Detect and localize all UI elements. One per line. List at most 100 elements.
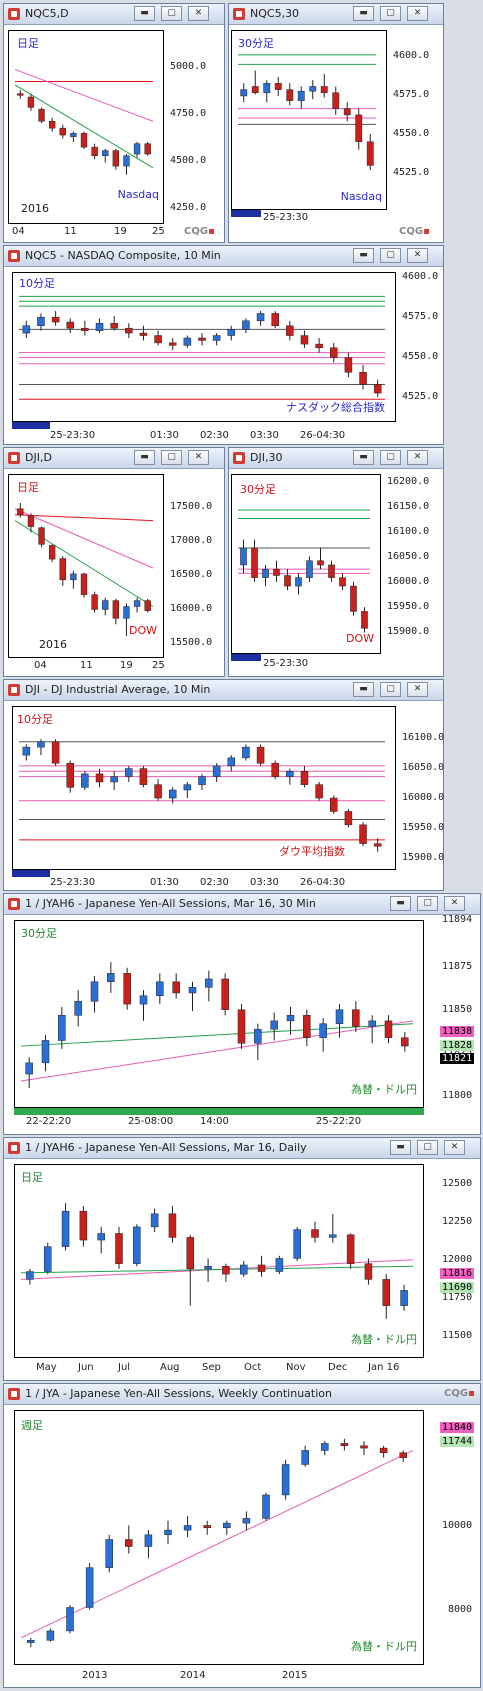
maximize-button[interactable]: ▢ — [417, 1140, 438, 1155]
y-tick: 16150.0 — [387, 501, 430, 512]
plot-area[interactable]: 30分足 Nasdaq — [231, 30, 387, 210]
plot-area[interactable]: 日足 DOW 2016 — [8, 474, 164, 658]
cqg-icon[interactable] — [8, 898, 20, 910]
candle-body — [240, 89, 248, 97]
x-tick: 2014 — [180, 1670, 206, 1681]
candle-body — [123, 973, 131, 1005]
level-line — [14, 68, 154, 122]
y-tick: 4250.0 — [170, 202, 207, 213]
window-title: DJI - DJ Industrial Average, 10 Min — [25, 683, 211, 696]
maximize-button[interactable]: ▢ — [380, 248, 401, 263]
maximize-button[interactable]: ▢ — [380, 682, 401, 697]
cqg-logo: CQG▪ — [184, 226, 215, 237]
cqg-icon[interactable] — [8, 1142, 20, 1154]
minimize-button[interactable]: ▬ — [134, 450, 155, 465]
candle-body — [139, 332, 148, 336]
y-tick: 5000.0 — [170, 61, 207, 72]
y-tick: 10000 — [442, 1520, 473, 1531]
candle-body — [361, 611, 368, 629]
candle-body — [183, 1525, 192, 1531]
plot-area[interactable]: 日足 為替・ドル円 — [14, 1164, 424, 1358]
cqg-icon[interactable] — [8, 250, 20, 262]
chart-window-dj10: DJI - DJ Industrial Average, 10 Min ▬ ▢ … — [3, 679, 444, 891]
chart-window-jy30: 1 / JYAH6 - Japanese Yen-All Sessions, M… — [3, 893, 481, 1135]
close-button[interactable]: ✕ — [407, 450, 428, 465]
candle-body — [46, 1630, 55, 1641]
candle-body — [66, 1607, 74, 1632]
candle-body — [85, 1567, 94, 1608]
title-bar: 1 / JYAH6 - Japanese Yen-All Sessions, M… — [4, 1138, 480, 1159]
cqg-icon[interactable] — [233, 452, 245, 464]
minimize-button[interactable]: ▬ — [390, 1140, 411, 1155]
candle-body — [125, 327, 133, 334]
candle-body — [212, 765, 221, 777]
chart-window-nq30: NQC5,30 ▬ ▢ ✕ 30分足 Nasdaq 4600.0 4575.0 … — [228, 3, 444, 243]
candle-body — [27, 515, 35, 527]
candle-body — [300, 770, 309, 785]
candle-body — [344, 357, 353, 373]
maximize-button[interactable]: ▢ — [161, 6, 182, 21]
candle-body — [263, 83, 271, 94]
plot-area[interactable]: 10分足 ダウ平均指数 — [12, 706, 396, 870]
minimize-button[interactable]: ▬ — [353, 6, 374, 21]
close-button[interactable]: ✕ — [407, 248, 428, 263]
maximize-button[interactable]: ▢ — [380, 450, 401, 465]
window-title: DJI,D — [25, 451, 52, 464]
y-tick: 15500.0 — [170, 637, 213, 648]
candle-body — [384, 1020, 393, 1038]
minimize-button[interactable]: ▬ — [353, 682, 374, 697]
candle-body — [222, 1266, 230, 1275]
scroll-bar[interactable] — [231, 210, 261, 217]
plot-area[interactable]: 日足 Nasdaq 2016 — [8, 30, 164, 224]
candle-body — [317, 560, 324, 566]
candle-body — [242, 1518, 251, 1524]
plot-area[interactable]: 30分足 DOW — [231, 474, 381, 654]
y-tick: 11875 — [442, 961, 473, 972]
close-button[interactable]: ✕ — [188, 6, 209, 21]
cqg-icon[interactable] — [8, 452, 20, 464]
minimize-button[interactable]: ▬ — [134, 6, 155, 21]
scroll-bar[interactable] — [12, 870, 50, 877]
candle-body — [58, 1015, 66, 1041]
cqg-icon[interactable] — [233, 8, 245, 20]
cqg-icon[interactable] — [8, 684, 20, 696]
y-tick: 11500 — [442, 1330, 473, 1341]
candle-body — [112, 150, 120, 167]
candle-body — [319, 1023, 327, 1038]
candle-body — [286, 325, 294, 336]
cqg-icon[interactable] — [8, 1388, 20, 1400]
candle-body — [26, 1271, 34, 1280]
scroll-bar[interactable] — [12, 422, 50, 429]
candle-body — [286, 1015, 295, 1022]
candle-body — [295, 577, 302, 587]
plot-area[interactable]: 週足 為替・ドル円 — [14, 1410, 424, 1665]
close-button[interactable]: ✕ — [444, 896, 465, 911]
scroll-bar[interactable] — [14, 1108, 424, 1115]
candle-body — [110, 323, 118, 329]
y-tick: 11750 — [442, 1292, 473, 1303]
minimize-button[interactable]: ▬ — [390, 896, 411, 911]
candle-body — [227, 757, 236, 767]
plot-area[interactable]: 30分足 為替・ドル円 — [14, 920, 424, 1108]
close-button[interactable]: ✕ — [444, 1140, 465, 1155]
price-tag: 11744 — [440, 1436, 475, 1447]
cqg-icon[interactable] — [8, 8, 20, 20]
plot-area[interactable]: 10分足 ナスダック総合指数 — [12, 272, 396, 422]
close-button[interactable]: ✕ — [188, 450, 209, 465]
maximize-button[interactable]: ▢ — [380, 6, 401, 21]
candle-body — [339, 577, 346, 587]
scroll-bar[interactable] — [231, 654, 261, 661]
minimize-button[interactable]: ▬ — [353, 450, 374, 465]
candle-body — [251, 86, 259, 94]
maximize-button[interactable]: ▢ — [161, 450, 182, 465]
candle-body — [25, 1062, 33, 1075]
y-tick: 11894 — [442, 914, 473, 925]
close-button[interactable]: ✕ — [407, 6, 428, 21]
candle-body — [254, 1029, 262, 1044]
maximize-button[interactable]: ▢ — [417, 896, 438, 911]
window-title: NQC5 - NASDAQ Composite, 10 Min — [25, 249, 221, 262]
candle-body — [212, 335, 221, 341]
x-tick: 02:30 — [200, 877, 229, 888]
minimize-button[interactable]: ▬ — [353, 248, 374, 263]
close-button[interactable]: ✕ — [407, 682, 428, 697]
